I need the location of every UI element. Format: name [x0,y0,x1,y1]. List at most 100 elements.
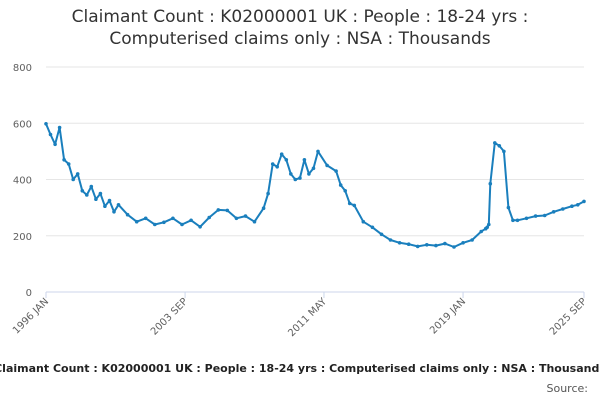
data-point[interactable] [279,152,284,156]
credits[interactable]: Source: [547,382,589,395]
data-point[interactable] [570,204,574,208]
series-line[interactable] [45,123,585,248]
data-point[interactable] [551,210,556,214]
data-point[interactable] [488,181,493,186]
data-point[interactable] [243,214,248,218]
data-point[interactable] [171,216,175,221]
data-point[interactable] [561,207,565,211]
data-point[interactable] [75,172,80,176]
data-point[interactable] [293,177,298,182]
y-tick-label: 600 [13,119,32,130]
data-point[interactable] [502,149,506,154]
data-point[interactable] [289,172,293,176]
data-point[interactable] [112,210,116,214]
data-point[interactable] [225,208,230,213]
data-point[interactable] [134,219,139,224]
data-point[interactable] [284,158,289,162]
data-point[interactable] [582,199,586,204]
data-point[interactable] [316,149,320,154]
data-point[interactable] [57,125,62,130]
data-point[interactable] [207,215,211,220]
data-point[interactable] [98,191,103,196]
data-point[interactable] [497,144,502,148]
data-point[interactable] [116,203,121,207]
data-point[interactable] [533,214,538,218]
data-point[interactable] [162,220,166,225]
data-point[interactable] [44,122,48,126]
data-point[interactable] [461,241,465,245]
data-point[interactable] [85,193,89,197]
data-point[interactable] [452,245,456,249]
data-point[interactable] [487,222,491,227]
data-point[interactable] [270,162,275,166]
data-point[interactable] [62,158,66,162]
data-point[interactable] [425,243,429,247]
data-point[interactable] [347,201,352,206]
data-point[interactable] [343,189,348,193]
data-point[interactable] [266,191,270,196]
y-axis: 0 200 400 600 800 [13,63,32,299]
data-point[interactable] [107,198,112,203]
data-point[interactable] [103,204,107,208]
data-point[interactable] [334,169,338,173]
data-point[interactable] [542,213,547,218]
data-point[interactable] [479,229,484,234]
data-point[interactable] [216,208,221,212]
data-point[interactable] [53,142,57,147]
data-point[interactable] [298,176,302,180]
x-tick-label: 2003 SEP [149,296,190,337]
data-point[interactable] [379,232,384,237]
x-tick-label: 2019 JAN [428,296,468,336]
legend-item[interactable]: Claimant Count : K02000001 UK : People :… [0,362,600,375]
data-point[interactable] [470,238,474,242]
data-point[interactable] [434,243,438,248]
data-point[interactable] [153,222,157,227]
data-point[interactable] [370,225,375,230]
data-point[interactable] [485,225,490,230]
data-point[interactable] [80,189,85,193]
data-point[interactable] [576,203,580,207]
data-point[interactable] [275,165,280,169]
data-point[interactable] [338,183,343,187]
data-point[interactable] [493,141,497,145]
data-point[interactable] [406,242,411,246]
chart-title-line-1: Claimant Count : K02000001 UK : People :… [71,7,529,27]
data-point[interactable] [198,225,202,229]
data-point[interactable] [307,172,311,176]
data-point[interactable] [48,132,53,137]
data-point[interactable] [180,222,184,227]
data-point[interactable] [515,218,520,223]
data-point[interactable] [143,216,148,221]
y-tick-label: 0 [26,288,32,299]
data-point[interactable] [443,241,447,246]
data-point[interactable] [94,197,98,201]
x-axis: 1996 JAN 2003 SEP 2011 MAY 2019 JAN 2025 SEP [11,291,589,339]
data-point[interactable] [66,162,71,166]
data-point[interactable] [311,166,316,171]
data-point[interactable] [506,205,511,210]
data-point[interactable] [352,203,357,208]
data-point[interactable] [325,163,329,168]
data-point[interactable] [125,212,130,217]
data-point[interactable] [397,241,402,245]
data-point[interactable] [71,177,75,182]
data-point[interactable] [511,218,515,223]
x-tick-label: 2025 SEP [548,296,589,337]
data-point[interactable] [252,219,257,224]
data-point[interactable] [234,216,239,221]
data-point[interactable] [415,244,420,249]
data-point[interactable] [89,184,94,189]
gridlines [46,66,584,293]
data-point[interactable] [361,219,366,224]
data-point[interactable] [388,238,393,242]
series-layer [44,122,586,249]
data-point[interactable] [189,218,193,223]
x-tick-label: 2011 MAY [286,296,329,339]
data-point[interactable] [261,206,266,210]
y-tick-label: 400 [13,176,32,187]
data-point[interactable] [302,158,307,162]
chart-title: Claimant Count : K02000001 UK : People :… [0,6,600,50]
chart-title-line-2: Computerised claims only : NSA : Thousan… [109,29,491,49]
data-point[interactable] [524,216,529,221]
